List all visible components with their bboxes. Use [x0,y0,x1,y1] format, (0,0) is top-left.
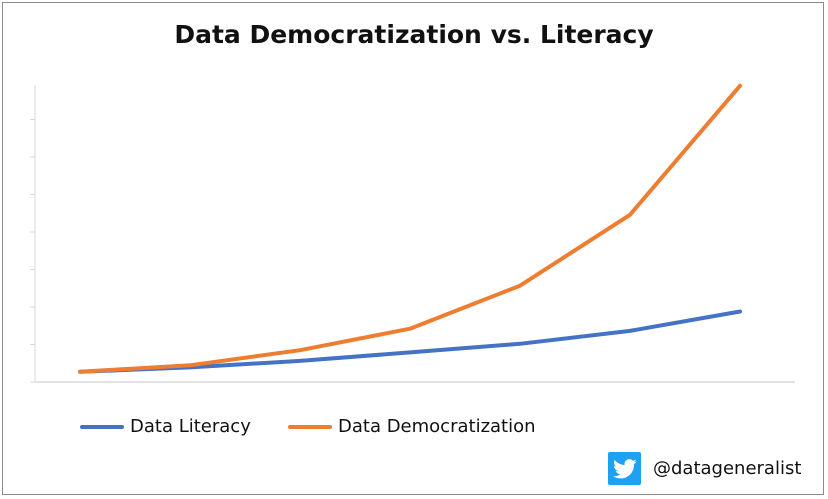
twitter-handle-text: @datageneralist [653,458,802,479]
chart-title: Data Democratization vs. Literacy [174,20,654,49]
legend-swatch-literacy [80,424,124,429]
twitter-bird-icon [608,452,641,485]
legend-item-literacy: Data Literacy [80,416,251,437]
series-line-data-literacy [78,309,742,374]
axis-layer [30,85,795,383]
legend-label-democratization: Data Democratization [338,416,536,437]
series-layer [78,83,742,374]
legend-swatch-democratization [288,424,332,429]
legend-item-democratization: Data Democratization [288,416,536,437]
twitter-handle[interactable]: @datageneralist [608,452,801,485]
series-line-data-democratization [78,83,742,374]
legend-label-literacy: Data Literacy [130,416,251,437]
